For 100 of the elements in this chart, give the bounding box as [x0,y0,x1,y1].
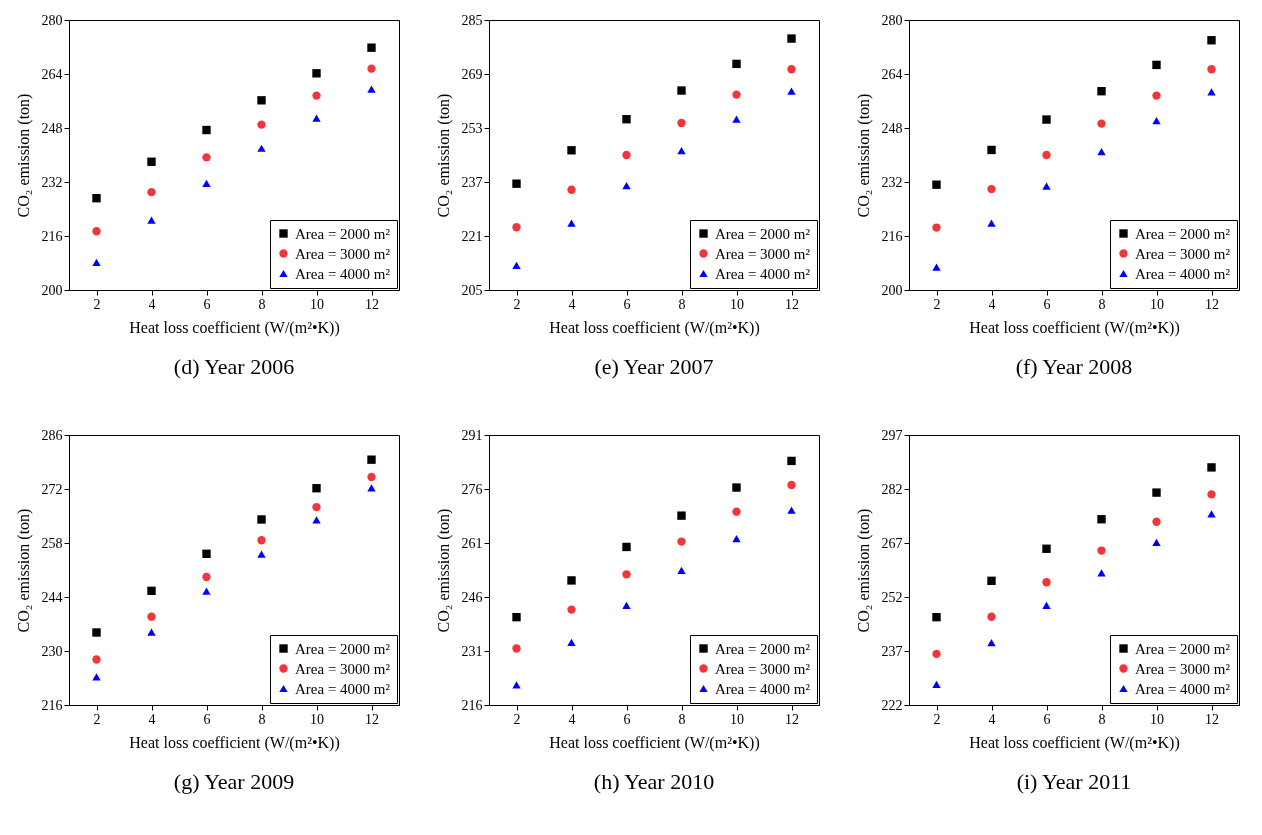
y-tick-label: 297 [881,427,903,443]
y-tick-label: 261 [461,535,483,551]
point [1042,601,1051,609]
y-tick-label: 252 [881,589,903,605]
y-axis-title: CO₂ emission (ton) [434,93,453,218]
point [622,150,631,160]
y-tick-label: 237 [461,174,483,190]
point [787,34,796,43]
point [257,550,266,558]
x-tick-label: 12 [1205,296,1219,312]
x-axis-title: Heat loss coefficient (W/(m²•K)) [129,318,340,337]
point [987,576,996,585]
point [202,125,211,135]
text: (e) Year 2007 [594,354,714,379]
legend-label: Area = 4000 m² [715,680,811,697]
y-tick-label: 280 [41,12,63,28]
x-tick-label: 12 [1205,711,1219,727]
y-tick-label: 285 [461,12,483,28]
y-tick-label: 269 [461,66,483,82]
point [622,570,631,579]
y-tick-label: 276 [461,481,483,497]
point [567,605,576,614]
point [367,455,376,464]
x-tick-label: 6 [623,711,631,727]
x-tick-label: 6 [1043,711,1051,727]
point [1152,488,1161,497]
legend-label: Area = 4000 m² [295,680,391,697]
point [257,144,266,152]
point [987,612,996,621]
x-axis-title: Heat loss coefficient (W/(m²•K)) [969,733,1180,752]
text: (h) Year 2010 [593,769,715,794]
point [202,587,211,595]
point [1042,115,1051,124]
x-tick-label: 12 [365,711,379,727]
point [367,64,376,73]
point [567,638,576,646]
point [1097,546,1106,555]
x-tick-label: 8 [1098,296,1106,312]
point [1207,88,1216,96]
point [787,87,796,95]
point [1042,544,1051,553]
x-axis-title: Heat loss coefficient (W/(m²•K)) [549,318,760,337]
point [512,261,521,269]
legend-label: Area = 4000 m² [1135,680,1231,697]
point [567,146,576,155]
point [677,118,686,128]
point [1152,116,1161,125]
legend-label: Area = 3000 m² [295,245,391,262]
point [932,223,941,232]
point [732,115,741,123]
point [677,146,686,155]
point [932,649,941,659]
point [512,681,521,689]
point [1152,91,1161,100]
y-tick-label: 291 [461,427,483,443]
point [732,535,741,543]
y-tick-label: 200 [41,282,63,298]
y-tick-label: 267 [881,535,903,551]
x-tick-label: 12 [785,296,799,312]
point [92,194,101,203]
y-tick-label: 253 [461,120,483,136]
legend-label: Area = 3000 m² [715,245,811,262]
point [257,96,266,105]
point [732,90,741,99]
x-tick-label: 4 [148,296,156,312]
text: (g) Year 2009 [173,769,295,794]
point [622,182,631,190]
y-axis-title: CO₂ emission (ton) [434,508,453,633]
legend-label: Area = 4000 m² [715,265,811,282]
y-tick-label: 221 [461,228,483,244]
y-tick-label: 237 [881,643,903,659]
point [367,484,376,492]
point [732,483,741,492]
point [567,185,576,194]
point [312,502,321,512]
point [677,86,686,95]
x-tick-label: 6 [203,296,211,312]
legend-label: Area = 3000 m² [715,660,811,677]
x-tick-label: 10 [730,296,744,312]
point [732,507,741,516]
y-tick-label: 232 [41,174,63,190]
x-tick-label: 4 [988,711,996,727]
point [147,157,156,166]
x-tick-label: 10 [730,711,744,727]
point [147,187,156,197]
x-tick-label: 8 [258,711,266,727]
point [787,65,796,74]
y-tick-label: 280 [881,12,903,28]
y-tick-label: 216 [881,228,903,244]
point [932,680,941,689]
point [1152,517,1161,526]
point [92,227,101,236]
point [312,484,321,493]
x-tick-label: 4 [568,711,576,727]
y-axis-title: CO₂ emission (ton) [14,93,33,218]
point [367,472,376,482]
x-tick-label: 2 [933,296,941,312]
y-axis-title: CO₂ emission (ton) [854,508,873,633]
y-tick-label: 248 [41,120,63,136]
point [987,219,996,227]
